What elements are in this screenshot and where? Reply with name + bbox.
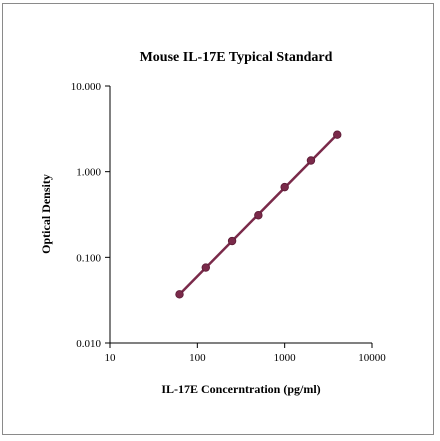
data-point [333,130,342,139]
data-points [175,130,342,299]
x-tick-label: 10000 [358,352,386,364]
chart-title: Mouse IL-17E Typical Standard [140,50,333,65]
y-tick-label: 0.100 [76,252,101,264]
y-tick-label: 0.010 [76,338,101,350]
axis-ticks: 0.010 0.100 1.000 10.000 10 100 1000 10000 [71,81,387,364]
chart-frame [2,3,434,435]
data-point [175,290,184,299]
data-point [201,263,210,272]
data-point [227,236,237,246]
y-tick-label: 1.000 [76,167,101,179]
axes [109,86,372,344]
data-point [254,211,263,220]
x-tick-label: 10 [105,352,117,364]
x-axis-label: IL-17E Concerntration (pg/ml) [161,382,320,396]
data-point [306,156,316,165]
y-tick-label: 10.000 [71,81,102,93]
data-point [280,182,289,192]
x-tick-label: 100 [189,352,206,364]
x-tick-label: 1000 [274,352,297,364]
y-axis-label: Optical Density [39,174,53,254]
